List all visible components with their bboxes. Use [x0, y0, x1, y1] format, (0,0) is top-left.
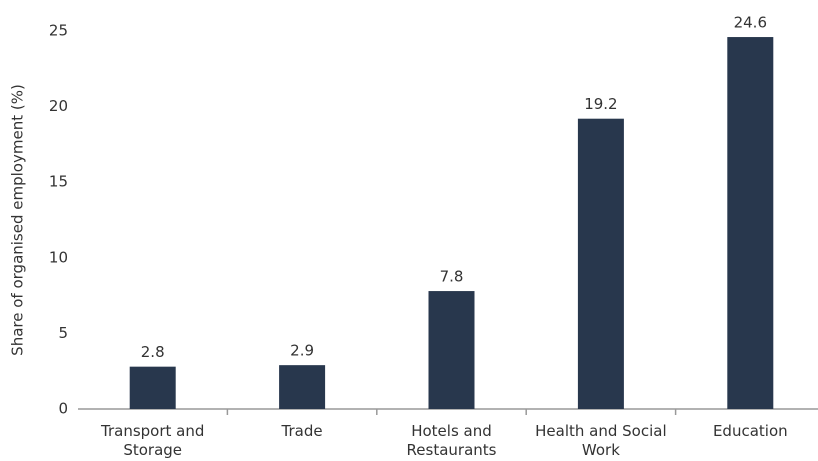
x-tick-label: Hotels and Restaurants [406, 422, 497, 459]
value-label: 7.8 [440, 268, 464, 286]
y-tick-label: 10 [49, 248, 68, 266]
x-tick-label: Transport and Storage [101, 422, 205, 459]
bar [428, 291, 475, 409]
x-tick-label: Trade [281, 422, 323, 440]
bar [129, 366, 176, 409]
y-tick-label: 0 [58, 400, 68, 418]
x-tick-label: Education [712, 422, 788, 440]
y-tick-label: 15 [49, 173, 68, 191]
bar [279, 365, 326, 409]
value-label: 2.9 [290, 342, 314, 360]
value-label: 24.6 [734, 14, 767, 32]
bar [577, 118, 624, 410]
y-axis-label: Share of organised employment (%) [9, 84, 27, 356]
value-label: 19.2 [584, 95, 617, 113]
y-tick-label: 20 [49, 97, 68, 115]
x-tick-label: Health and Social Work [535, 422, 667, 459]
bar [727, 37, 774, 409]
value-label: 2.8 [141, 343, 165, 361]
y-tick-label: 5 [58, 324, 68, 342]
y-tick-label: 25 [49, 22, 68, 40]
